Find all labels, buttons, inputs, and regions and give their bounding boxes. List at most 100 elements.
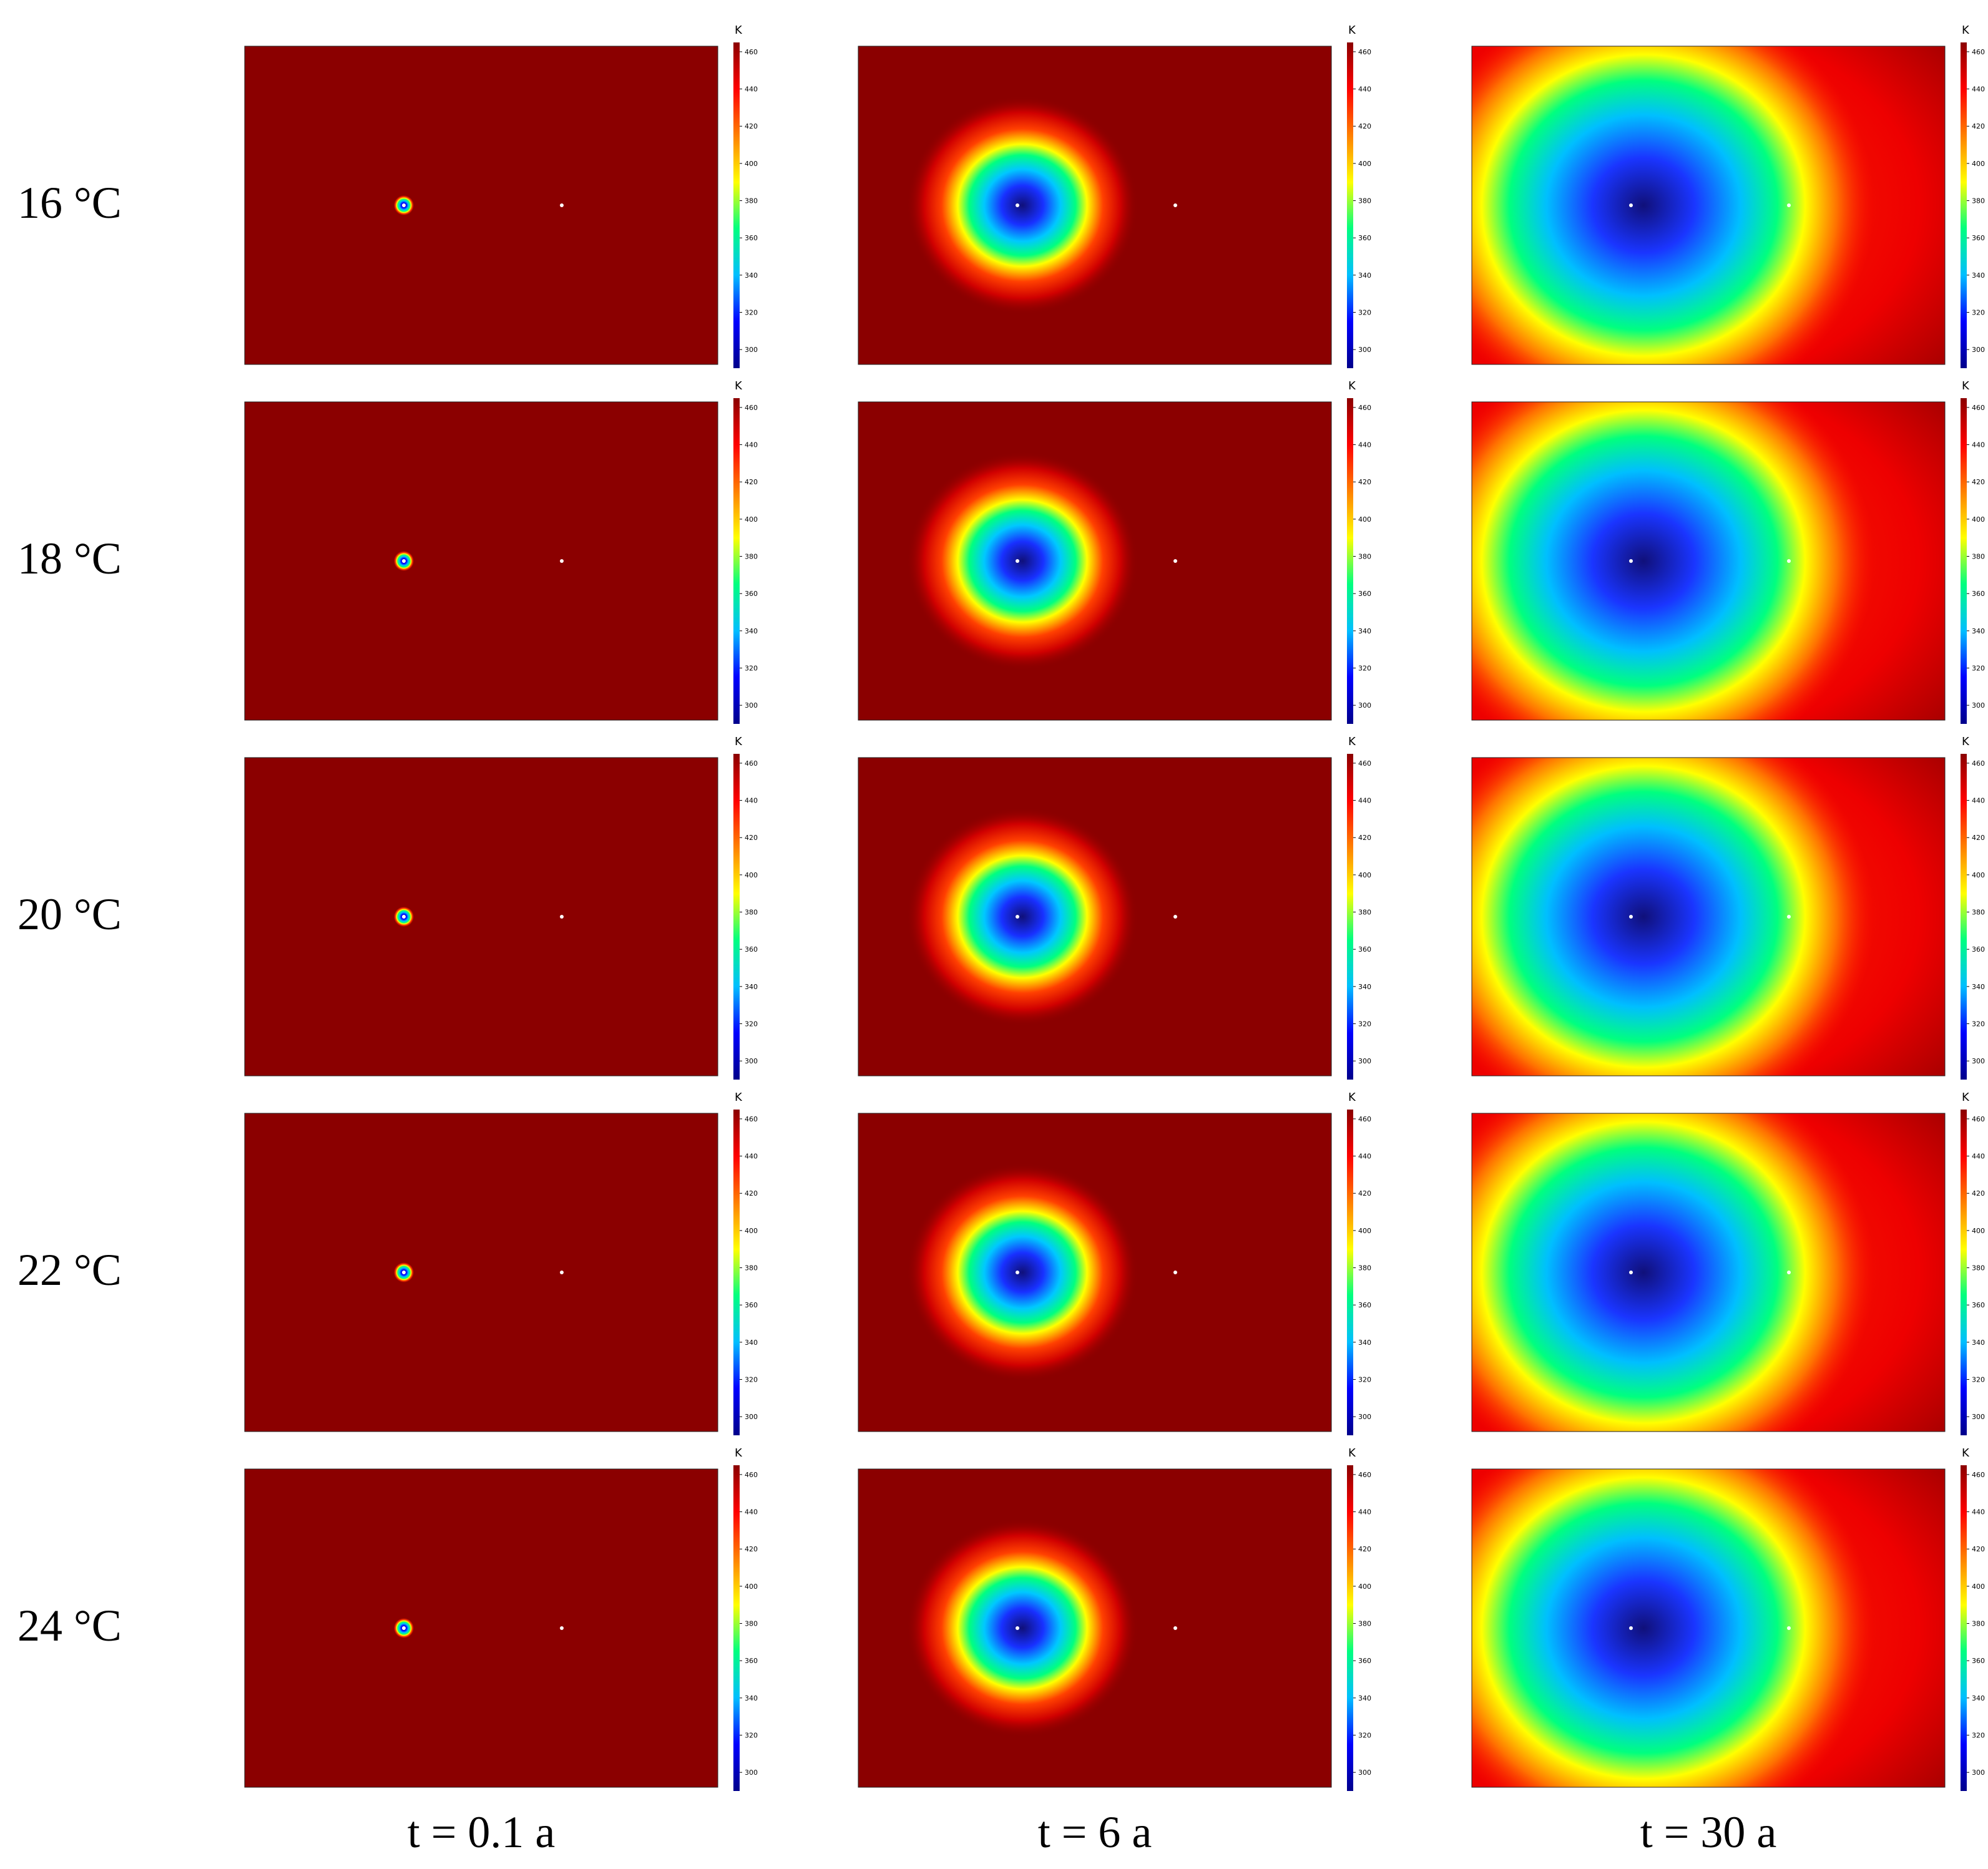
colorbar-unit: K [1962,24,1970,37]
colorbar-tick-label: 460 [1358,404,1371,412]
colorbar-tick-label: 320 [1358,1020,1371,1028]
colorbar [1961,1110,1967,1435]
colorbar [1961,42,1967,368]
colorbar-tick-label: 360 [1972,945,1985,954]
colorbar-tick-label: 300 [1358,346,1371,354]
panel-background [245,402,718,720]
colorbar-tick-label: 320 [745,1020,758,1028]
panel-background [245,758,718,1076]
colorbar-tick-label: 300 [745,1057,758,1065]
colorbar-tick-label: 440 [745,1508,758,1516]
colorbar-tick-label: 460 [745,1115,758,1123]
colorbar-tick-label: 420 [745,1189,758,1198]
colorbar-unit: K [1962,1447,1970,1460]
cold-plume [1472,402,1874,720]
colorbar-tick-label: 380 [1358,1264,1371,1272]
well-point [1016,559,1019,563]
colorbar-tick-label: 460 [1972,1115,1985,1123]
colorbar-unit: K [1962,1091,1970,1104]
colorbar-tick-label: 300 [745,1413,758,1421]
colorbar-tick-label: 420 [745,122,758,130]
colorbar-tick-label: 440 [1358,1153,1371,1161]
column-label: t = 30 a [1640,1807,1777,1857]
colorbar-tick-label: 300 [1358,1057,1371,1065]
colorbar-tick-label: 320 [1972,1020,1985,1028]
colorbar-tick-label: 360 [1358,1301,1371,1309]
panel-border [244,757,718,1076]
well-point [560,203,564,207]
colorbar-tick-label: 420 [1358,122,1371,130]
colorbar-tick-label: 420 [745,1545,758,1553]
colorbar-unit: K [1962,379,1970,393]
panel-background [245,1113,718,1432]
row-label: 22 °C [17,1245,122,1295]
colorbar-tick-label: 400 [1972,515,1985,524]
heatmap-panel-r3-c1: K 300 320 340 360 380 400 420 440 460 [858,1091,1371,1435]
colorbar-tick-label: 340 [1358,1339,1371,1347]
well-point [560,915,564,919]
colorbar-tick-label: 320 [1972,309,1985,317]
well-point [1016,915,1019,919]
well-point [1787,203,1791,207]
cold-plume [907,452,1138,670]
colorbar-tick-label: 300 [745,701,758,710]
colorbar-tick-label: 440 [1358,441,1371,449]
colorbar-tick-label: 460 [1972,404,1985,412]
colorbar-tick-label: 380 [1358,197,1371,205]
heatmap-panel-r2-c1: K 300 320 340 360 380 400 420 440 460 [858,735,1371,1080]
colorbar-tick-label: 440 [1358,797,1371,805]
colorbar-tick-label: 420 [1358,834,1371,842]
colorbar-tick-label: 420 [1972,834,1985,842]
colorbar-tick-label: 380 [745,1264,758,1272]
well-point [1629,1626,1633,1630]
colorbar-tick-label: 360 [745,1301,758,1309]
heatmap-panel-r4-c1: K 300 320 340 360 380 400 420 440 460 [858,1447,1371,1791]
colorbar-tick-label: 440 [1972,85,1985,94]
colorbar-tick-label: 460 [1358,48,1371,56]
colorbar-tick-label: 400 [1972,160,1985,168]
colorbar-tick-label: 300 [1358,701,1371,710]
colorbar-tick-label: 380 [1972,197,1985,205]
cold-plume [1472,46,1874,364]
colorbar-tick-label: 380 [745,553,758,561]
cold-plume [907,1163,1138,1382]
colorbar-tick-label: 400 [1358,1583,1371,1591]
colorbar-tick-label: 320 [1358,665,1371,673]
panel-background [245,1469,718,1787]
panel-border [244,46,718,365]
colorbar-tick-label: 320 [745,665,758,673]
colorbar-tick-label: 440 [745,1153,758,1161]
colorbar-unit: K [735,1091,743,1104]
well-point [402,915,406,919]
row-label: 18 °C [17,534,122,583]
heatmap-panel-r1-c1: K 300 320 340 360 380 400 420 440 460 [858,379,1371,724]
colorbar-tick-label: 340 [745,627,758,635]
panel-background [245,46,718,364]
colorbar [1347,42,1353,368]
colorbar-unit: K [1348,24,1356,37]
colorbar-tick-label: 420 [1358,1545,1371,1553]
row-label: 24 °C [17,1601,122,1651]
colorbar-unit: K [1962,735,1970,748]
colorbar-tick-label: 360 [745,945,758,954]
colorbar-tick-label: 400 [745,1227,758,1235]
panel-border [1471,757,1946,1076]
colorbar-tick-label: 400 [1358,1227,1371,1235]
colorbar-tick-label: 400 [745,160,758,168]
colorbar-tick-label: 440 [1358,85,1371,94]
heatmap-panel-r0-c2: K 300 320 340 360 380 400 420 440 460 [1471,24,1985,368]
column-label: t = 0.1 a [407,1807,556,1857]
colorbar-tick-label: 340 [745,271,758,280]
colorbar-tick-label: 400 [1972,1583,1985,1591]
colorbar-unit: K [1348,1091,1356,1104]
well-point [1173,559,1177,563]
colorbar-tick-label: 300 [1358,1769,1371,1777]
colorbar-tick-label: 320 [745,309,758,317]
colorbar-tick-label: 340 [1972,627,1985,635]
colorbar-tick-label: 380 [1972,1264,1985,1272]
colorbar-tick-label: 360 [1358,945,1371,954]
colorbar-tick-label: 400 [1358,871,1371,879]
colorbar-tick-label: 300 [1972,1057,1985,1065]
panel-border [1471,1113,1946,1432]
